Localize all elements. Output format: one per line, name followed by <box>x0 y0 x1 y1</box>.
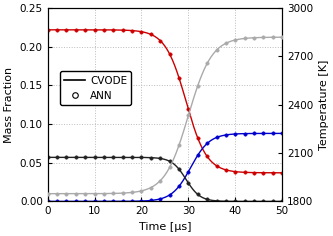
X-axis label: Time [μs]: Time [μs] <box>139 222 191 232</box>
Y-axis label: Temperature [K]: Temperature [K] <box>319 60 329 150</box>
Legend: CVODE, ANN: CVODE, ANN <box>60 71 132 105</box>
Y-axis label: Mass Fraction: Mass Fraction <box>4 67 14 143</box>
